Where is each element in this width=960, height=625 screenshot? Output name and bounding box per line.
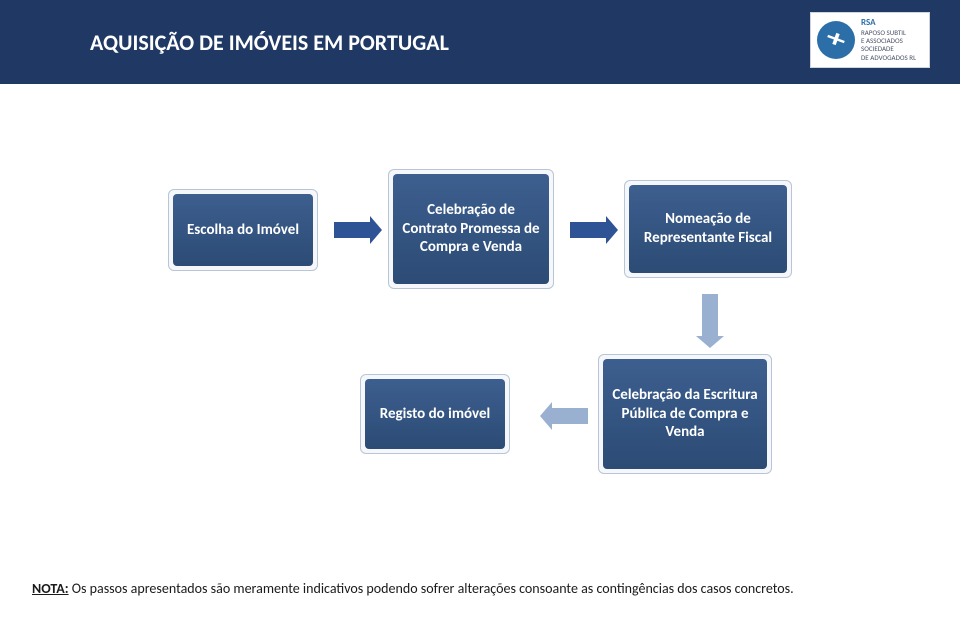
flow-node-label: Escolha do Imóvel	[173, 194, 313, 266]
flow-node: Escolha do Imóvel	[168, 189, 318, 271]
flow-canvas: Escolha do Imóvel Celebração de Contrato …	[0, 84, 960, 544]
footer-text: Os passos apresentados são meramente ind…	[69, 580, 794, 597]
logo: RSA RAPOSO SUBTIL E ASSOCIADOS SOCIEDADE…	[810, 12, 930, 68]
footer-note: NOTA: Os passos apresentados são meramen…	[32, 580, 900, 599]
flow-node: Celebração da Escritura Pública de Compr…	[598, 354, 772, 474]
flow-node: Nomeação de Representante Fiscal	[624, 180, 792, 278]
arrow-left-icon	[540, 402, 588, 430]
flow-node-label: Celebração de Contrato Promessa de Compr…	[393, 174, 549, 284]
logo-text: RSA RAPOSO SUBTIL E ASSOCIADOS SOCIEDADE…	[861, 18, 916, 62]
globe-icon	[817, 21, 855, 59]
arrow-down-icon	[696, 294, 724, 348]
footer-lead: NOTA:	[32, 580, 69, 597]
header-bar: AQUISIÇÃO DE IMÓVEIS EM PORTUGAL RSA RAP…	[0, 0, 960, 84]
arrow-right-icon	[334, 216, 382, 244]
flow-node-label: Nomeação de Representante Fiscal	[629, 185, 787, 273]
flow-node: Celebração de Contrato Promessa de Compr…	[388, 169, 554, 289]
flow-node-label: Registo do imóvel	[365, 379, 505, 449]
arrow-right-icon	[570, 216, 618, 244]
page-title: AQUISIÇÃO DE IMÓVEIS EM PORTUGAL	[90, 29, 449, 56]
logo-brand: RSA	[861, 18, 916, 29]
flow-node-label: Celebração da Escritura Pública de Compr…	[603, 359, 767, 469]
logo-line: DE ADVOGADOS RL	[861, 54, 916, 62]
flow-node: Registo do imóvel	[360, 374, 510, 454]
